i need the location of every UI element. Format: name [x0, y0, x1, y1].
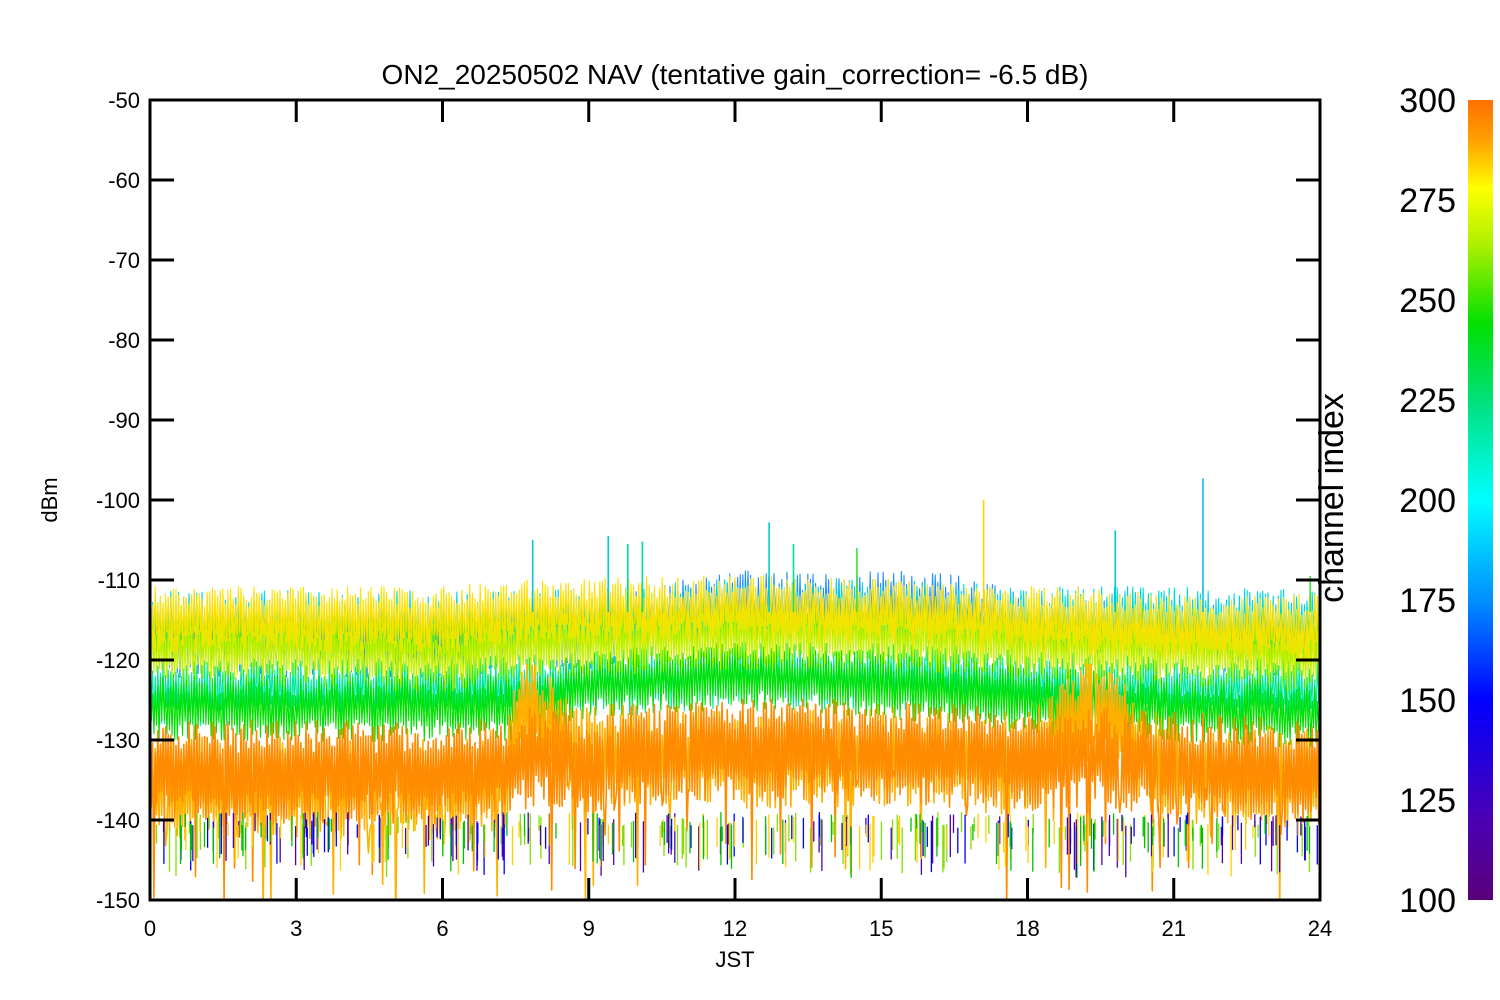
x-tick-label: 9	[583, 916, 595, 941]
series-line-ch275	[151, 574, 1321, 662]
colorbar: channel index 300 275 250 225 200 175 150 125 10…	[1313, 82, 1493, 920]
x-axis-label: JST	[715, 947, 754, 972]
colorbar-tick-label: 175	[1399, 582, 1456, 620]
colorbar-tick-label: 275	[1399, 182, 1456, 220]
x-tick-label: 24	[1308, 916, 1332, 941]
x-tick-label: 0	[144, 916, 156, 941]
colorbar-tick-label: 100	[1399, 882, 1456, 920]
x-tick-label: 15	[869, 916, 893, 941]
y-tick-label: -70	[108, 248, 140, 273]
x-tick-label: 6	[436, 916, 448, 941]
chart-title: ON2_20250502 NAV (tentative gain_correct…	[382, 59, 1089, 90]
series-line-ch265	[151, 601, 1321, 692]
y-tick-label: -150	[96, 888, 140, 913]
y-axis: -50 -60 -70 -80 -90 -100 -110 -120 -130 -140 -150	[96, 88, 1320, 913]
series-line-ch225	[151, 642, 1321, 748]
colorbar-label: channel index	[1313, 393, 1351, 603]
x-tick-label: 18	[1015, 916, 1039, 941]
noise-dips	[179, 812, 1311, 878]
y-tick-label: -120	[96, 648, 140, 673]
x-tick-label: 12	[723, 916, 747, 941]
y-tick-label: -60	[108, 168, 140, 193]
colorbar-tick-label: 250	[1399, 282, 1456, 320]
colorbar-gradient	[1468, 100, 1493, 900]
x-tick-label: 3	[290, 916, 302, 941]
colorbar-tick-label: 150	[1399, 682, 1456, 720]
y-tick-label: -50	[108, 88, 140, 113]
y-tick-label: -90	[108, 408, 140, 433]
x-tick-label: 21	[1162, 916, 1186, 941]
y-tick-label: -140	[96, 808, 140, 833]
x-axis: 0 3 6 9 12 15 18 21 24	[144, 100, 1332, 941]
colorbar-tick-label: 200	[1399, 482, 1456, 520]
noise-dips	[185, 812, 1299, 877]
y-tick-label: -110	[98, 568, 140, 593]
series-line-ch300	[151, 698, 1321, 900]
y-tick-label: -100	[96, 488, 140, 513]
y-axis-label: dBm	[37, 477, 62, 522]
y-tick-label: -80	[108, 328, 140, 353]
colorbar-tick-label: 125	[1399, 782, 1456, 820]
colorbar-tick-label: 300	[1399, 82, 1456, 120]
plot-area	[151, 478, 1321, 900]
noise-dips	[162, 812, 1306, 878]
y-tick-label: -130	[96, 728, 140, 753]
colorbar-tick-label: 225	[1399, 382, 1456, 420]
